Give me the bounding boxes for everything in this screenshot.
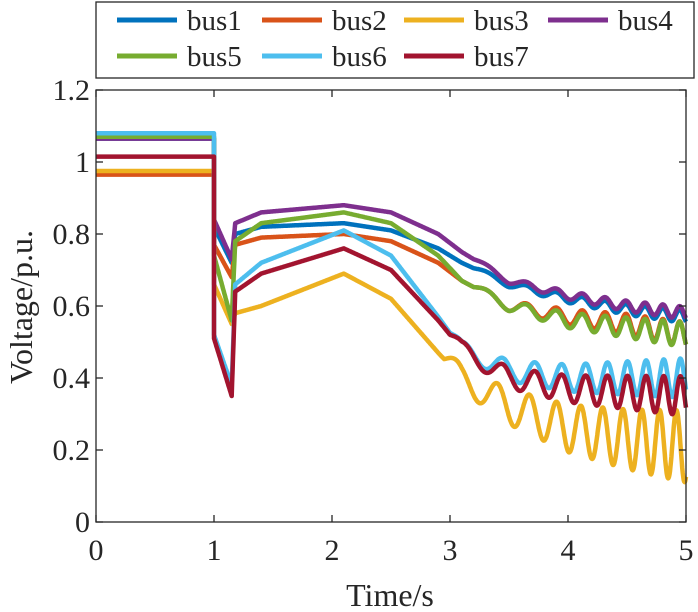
legend: bus1 bus2 bus3 bus4 bus5 bus6 bus7 — [95, 1, 695, 79]
y-tick-label: 0.8 — [53, 218, 91, 251]
y-tick-label: 0.2 — [53, 434, 91, 467]
legend-label-bus2: bus2 — [332, 5, 387, 37]
legend-box — [95, 1, 695, 79]
x-tick-label: 3 — [443, 534, 458, 567]
x-tick-label: 5 — [679, 534, 694, 567]
x-tick-label: 1 — [207, 534, 222, 567]
series-layer — [94, 130, 689, 485]
y-tick-label: 0.6 — [53, 290, 91, 323]
axes-layer: 0 1 2 3 4 5 0 0.2 0.4 0.6 0.8 1 1.2 — [53, 74, 694, 567]
x-tick-label: 0 — [89, 534, 104, 567]
legend-label-bus7: bus7 — [474, 41, 529, 73]
y-tick-label: 1.2 — [53, 74, 91, 107]
legend-label-bus5: bus5 — [187, 41, 242, 73]
legend-label-bus6: bus6 — [332, 41, 387, 73]
legend-label-bus1: bus1 — [187, 5, 242, 37]
x-axis-title: Time/s — [346, 577, 434, 612]
y-tick-label: 0.4 — [53, 362, 91, 395]
legend-label-bus4: bus4 — [618, 5, 673, 37]
y-tick-label: 1 — [75, 146, 90, 179]
legend-label-bus3: bus3 — [474, 5, 529, 37]
series-line-bus6 — [94, 130, 689, 400]
x-tick-label: 4 — [561, 534, 576, 567]
y-axis-title: Voltage/p.u. — [3, 230, 39, 384]
series-line-bus7 — [94, 154, 689, 417]
series-line-bus5 — [94, 134, 689, 348]
y-tick-label: 0 — [75, 506, 90, 539]
x-tick-label: 2 — [325, 534, 340, 567]
series-line-bus3 — [94, 168, 689, 485]
